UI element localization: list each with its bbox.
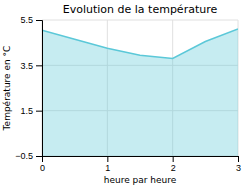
tick-mark (238, 156, 239, 162)
tick-label: −0.5 (15, 151, 33, 161)
tick: 2 (171, 156, 176, 173)
tick-mark (36, 111, 42, 112)
tick-mark (36, 65, 42, 66)
x-axis: 0 1 2 3 (40, 156, 241, 173)
axis-line (43, 157, 239, 163)
tick-label: 3 (236, 163, 241, 173)
plot: 0 1 2 3 −0.5 1.5 3.5 5.5 (15, 15, 241, 173)
tick-label: 3.5 (20, 61, 33, 71)
tick-mark (36, 20, 42, 21)
tick: 3 (236, 156, 241, 173)
tick: 0 (40, 156, 45, 173)
tick-mark (173, 156, 174, 162)
tick: −0.5 (15, 151, 42, 161)
tick: 3.5 (20, 61, 42, 71)
line (42, 29, 238, 58)
area (42, 29, 238, 156)
axis-line (36, 21, 43, 157)
tick: 5.5 (20, 15, 42, 25)
tick-label: 0 (40, 163, 45, 173)
tick-label: 5.5 (20, 15, 33, 25)
y-axis-title: Température en °C (2, 46, 12, 132)
tick-label: 1 (105, 163, 110, 173)
tick-mark (107, 156, 108, 162)
title: Evolution de la température (63, 3, 218, 16)
grid-line-y (42, 20, 238, 21)
y-axis: −0.5 1.5 3.5 5.5 (15, 15, 42, 161)
grid (42, 20, 238, 156)
tick: 1 (105, 156, 110, 173)
tick-label: 2 (171, 163, 176, 173)
tick-mark (36, 156, 42, 157)
x-axis-title: heure par heure (104, 175, 177, 185)
tick: 1.5 (20, 106, 42, 116)
chart: 0 1 2 3 −0.5 1.5 3.5 5.5 Evolution de la tempéra… (0, 0, 250, 188)
marks (42, 29, 238, 156)
tick-label: 1.5 (20, 106, 33, 116)
